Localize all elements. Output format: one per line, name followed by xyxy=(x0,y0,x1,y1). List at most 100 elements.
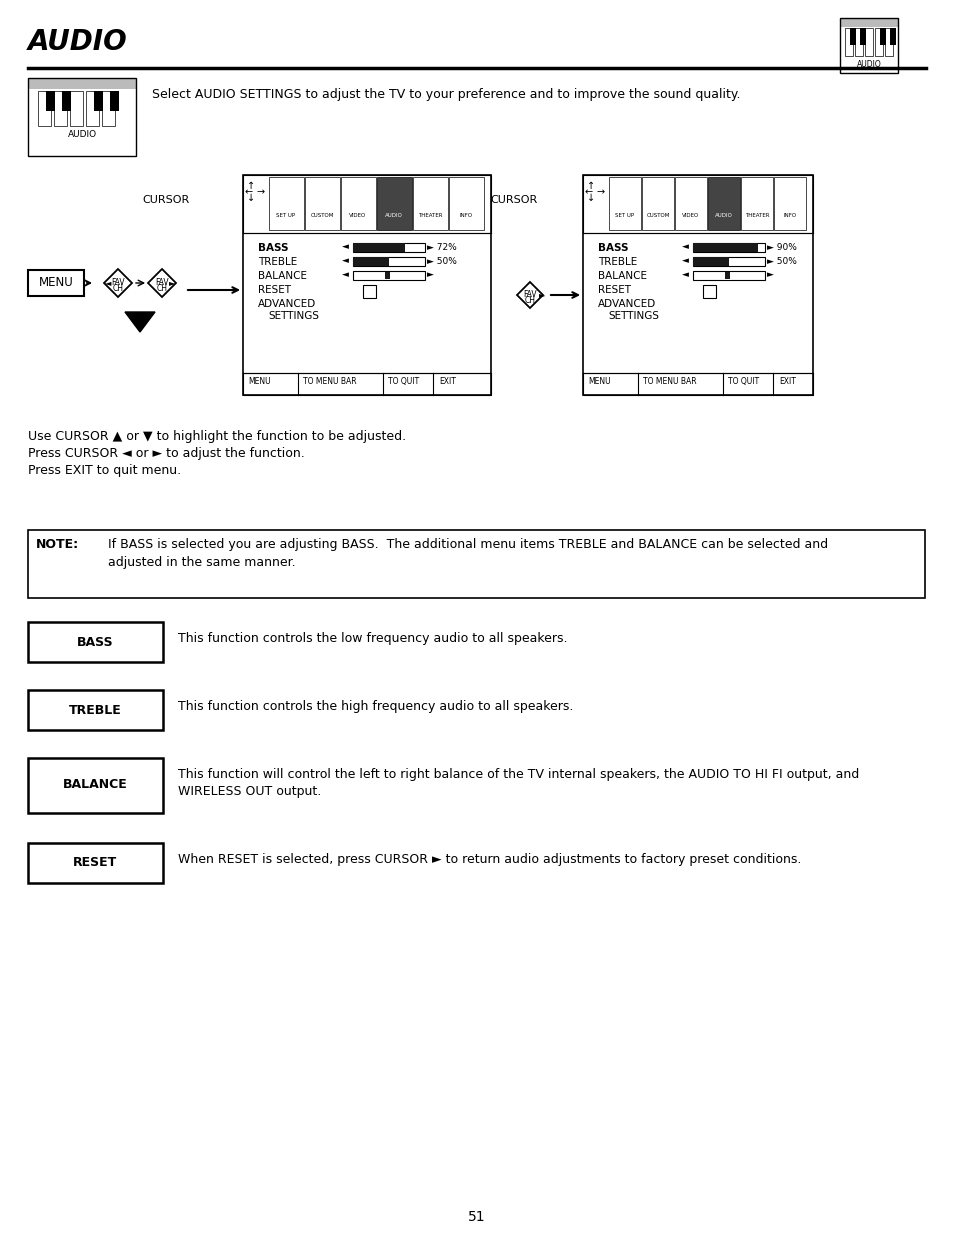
Text: SET UP: SET UP xyxy=(615,212,634,219)
Bar xyxy=(773,177,805,230)
Bar xyxy=(740,177,772,230)
Text: BASS: BASS xyxy=(257,243,288,253)
Text: INFO: INFO xyxy=(782,212,796,219)
Polygon shape xyxy=(148,269,175,296)
Bar xyxy=(854,28,862,56)
Bar xyxy=(384,272,390,279)
Text: This function controls the high frequency audio to all speakers.: This function controls the high frequenc… xyxy=(178,700,573,713)
Bar xyxy=(28,622,163,662)
Bar xyxy=(889,28,895,44)
Bar xyxy=(28,844,163,883)
Bar xyxy=(353,270,424,280)
Bar xyxy=(28,690,163,730)
Bar xyxy=(840,19,897,73)
Text: Press CURSOR ◄ or ► to adjust the function.: Press CURSOR ◄ or ► to adjust the functi… xyxy=(28,447,304,459)
Text: VIDEO: VIDEO xyxy=(681,212,699,219)
Text: AUDIO: AUDIO xyxy=(856,61,881,69)
Bar xyxy=(844,28,852,56)
Text: CURSOR: CURSOR xyxy=(490,195,537,205)
Text: →: → xyxy=(597,186,604,198)
Text: SETTINGS: SETTINGS xyxy=(607,311,659,321)
Bar xyxy=(353,257,424,266)
Text: CH: CH xyxy=(112,284,123,293)
Bar xyxy=(28,78,136,156)
Text: This function controls the low frequency audio to all speakers.: This function controls the low frequency… xyxy=(178,632,567,645)
Bar xyxy=(62,91,71,111)
Text: 51: 51 xyxy=(468,1210,485,1224)
Text: ↓: ↓ xyxy=(247,193,254,203)
Bar xyxy=(859,28,865,44)
Text: TREBLE: TREBLE xyxy=(257,257,297,267)
Bar xyxy=(70,91,83,126)
Text: BALANCE: BALANCE xyxy=(63,778,128,792)
Text: CH: CH xyxy=(524,296,535,305)
Text: ► 50%: ► 50% xyxy=(766,257,796,266)
Bar xyxy=(449,177,483,230)
Text: ◄: ◄ xyxy=(680,257,688,266)
Text: RESET: RESET xyxy=(598,285,630,295)
Text: RESET: RESET xyxy=(72,857,117,869)
Bar xyxy=(641,177,673,230)
Text: AUDIO: AUDIO xyxy=(715,212,732,219)
Bar xyxy=(363,285,375,298)
Text: BALANCE: BALANCE xyxy=(257,270,307,282)
Text: CUSTOM: CUSTOM xyxy=(310,212,334,219)
Text: ADVANCED: ADVANCED xyxy=(598,299,656,309)
Bar xyxy=(582,175,812,395)
Bar xyxy=(28,78,136,89)
Text: SETTINGS: SETTINGS xyxy=(268,311,318,321)
Bar xyxy=(692,257,764,266)
Text: TO MENU BAR: TO MENU BAR xyxy=(303,377,356,387)
Bar xyxy=(28,270,84,296)
Text: ► 72%: ► 72% xyxy=(427,242,456,252)
Text: ↑: ↑ xyxy=(247,182,254,191)
Text: CUSTOM: CUSTOM xyxy=(645,212,669,219)
Text: BASS: BASS xyxy=(598,243,628,253)
Text: Use CURSOR ▲ or ▼ to highlight the function to be adjusted.: Use CURSOR ▲ or ▼ to highlight the funct… xyxy=(28,430,406,443)
Bar xyxy=(849,28,855,44)
Text: BALANCE: BALANCE xyxy=(598,270,646,282)
Bar xyxy=(353,243,404,252)
Bar xyxy=(874,28,882,56)
Text: TO MENU BAR: TO MENU BAR xyxy=(642,377,696,387)
Bar xyxy=(582,373,812,395)
Bar xyxy=(864,28,872,56)
Text: EXIT: EXIT xyxy=(438,377,456,387)
Text: RESET: RESET xyxy=(257,285,291,295)
Text: CURSOR: CURSOR xyxy=(142,195,189,205)
Text: EXIT: EXIT xyxy=(779,377,795,387)
Text: adjusted in the same manner.: adjusted in the same manner. xyxy=(108,556,295,569)
Polygon shape xyxy=(517,282,542,308)
Bar xyxy=(675,177,706,230)
Text: THEATER: THEATER xyxy=(744,212,768,219)
Bar xyxy=(840,19,897,27)
Text: CH: CH xyxy=(156,284,168,293)
Bar xyxy=(86,91,99,126)
Bar xyxy=(707,177,740,230)
Text: WIRELESS OUT output.: WIRELESS OUT output. xyxy=(178,785,321,798)
Bar xyxy=(110,91,119,111)
Text: ◄: ◄ xyxy=(105,279,112,288)
Bar xyxy=(692,243,757,252)
Text: AUDIO: AUDIO xyxy=(28,28,128,56)
Bar xyxy=(376,177,412,230)
Text: BASS: BASS xyxy=(76,636,113,648)
Polygon shape xyxy=(125,312,154,332)
Text: TO QUIT: TO QUIT xyxy=(727,377,759,387)
Bar xyxy=(305,177,339,230)
Bar xyxy=(94,91,103,111)
Text: MENU: MENU xyxy=(248,377,271,387)
Polygon shape xyxy=(104,269,132,296)
Text: TREBLE: TREBLE xyxy=(598,257,637,267)
Text: If BASS is selected you are adjusting BASS.  The additional menu items TREBLE an: If BASS is selected you are adjusting BA… xyxy=(108,538,827,551)
Bar xyxy=(413,177,448,230)
Text: ↑: ↑ xyxy=(586,182,595,191)
Text: ►: ► xyxy=(169,279,175,288)
Text: ◄: ◄ xyxy=(341,242,348,252)
Text: This function will control the left to right balance of the TV internal speakers: This function will control the left to r… xyxy=(178,768,859,781)
Text: FAV: FAV xyxy=(112,278,125,287)
Bar xyxy=(28,758,163,813)
Text: TREBLE: TREBLE xyxy=(69,704,121,716)
Bar xyxy=(102,91,115,126)
Text: ◄: ◄ xyxy=(341,257,348,266)
